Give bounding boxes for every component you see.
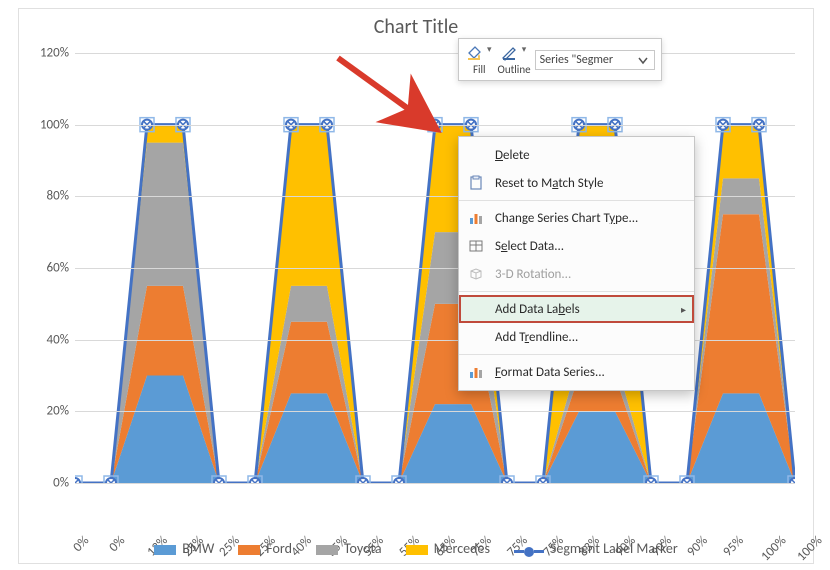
clipboard-icon — [467, 174, 485, 192]
legend-label: Segment Label Marker — [550, 540, 678, 557]
menu-label: 3-D Rotation... — [495, 267, 571, 282]
y-axis-label: 20% — [29, 404, 69, 419]
menu-item-change-chart-type[interactable]: Change Series Chart Type... — [459, 204, 694, 232]
legend[interactable]: BMW Ford Toyota Mercedes Segment Label M… — [19, 540, 813, 557]
chart-title[interactable]: Chart Title — [19, 15, 813, 39]
paint-bucket-icon — [465, 43, 483, 61]
outline-tool[interactable]: ▾ Outline — [498, 43, 531, 76]
blank-icon — [467, 300, 485, 318]
gridline — [75, 53, 795, 54]
y-axis-label: 40% — [29, 332, 69, 347]
y-axis-label: 80% — [29, 189, 69, 204]
series-selector-text: Series "Segmer — [540, 53, 613, 67]
fill-tool[interactable]: ▾ Fill — [465, 43, 494, 76]
gridline — [75, 411, 795, 412]
legend-item-mercedes[interactable]: Mercedes — [406, 540, 490, 557]
context-menu[interactable]: Delete Reset to Match Style Change Serie… — [458, 136, 695, 391]
legend-item-bmw[interactable]: BMW — [154, 540, 214, 557]
y-axis-label: 100% — [29, 117, 69, 132]
cube-icon — [467, 265, 485, 283]
legend-item-toyota[interactable]: Toyota — [316, 540, 382, 557]
menu-label: Add Data Labels — [495, 302, 580, 317]
menu-label: Add Trendline... — [495, 330, 578, 345]
bar-chart-icon — [467, 209, 485, 227]
pen-icon — [500, 43, 518, 61]
gridline — [75, 483, 795, 484]
y-axis-label: 60% — [29, 261, 69, 276]
menu-label: Format Data Series... — [495, 365, 605, 380]
blank-icon — [467, 328, 485, 346]
mini-toolbar[interactable]: ▾ Fill ▾ Outline Series "Segmer — [458, 38, 662, 81]
chevron-down-icon[interactable]: ▾ — [485, 43, 494, 61]
legend-label: Mercedes — [434, 540, 490, 557]
legend-item-ford[interactable]: Ford — [238, 540, 292, 557]
outline-label: Outline — [498, 63, 531, 76]
fill-label: Fill — [473, 63, 486, 76]
legend-item-marker-line[interactable]: Segment Label Marker — [514, 540, 678, 557]
chevron-right-icon: ▸ — [681, 303, 686, 316]
menu-label: Delete — [495, 148, 530, 163]
chevron-down-icon — [636, 53, 650, 67]
legend-label: Ford — [266, 540, 292, 557]
legend-label: BMW — [182, 540, 214, 557]
menu-label: Select Data... — [495, 239, 564, 254]
table-icon — [467, 237, 485, 255]
legend-label: Toyota — [344, 540, 382, 557]
menu-item-add-trendline[interactable]: Add Trendline... — [459, 323, 694, 351]
menu-label: Change Series Chart Type... — [495, 211, 638, 226]
series-selector[interactable]: Series "Segmer — [535, 50, 655, 70]
menu-item-add-data-labels[interactable]: Add Data Labels ▸ — [459, 295, 694, 323]
blank-icon — [467, 146, 485, 164]
menu-item-select-data[interactable]: Select Data... — [459, 232, 694, 260]
y-axis-label: 120% — [29, 46, 69, 61]
menu-item-3d-rotation: 3-D Rotation... — [459, 260, 694, 288]
menu-item-format-series[interactable]: Format Data Series... — [459, 358, 694, 386]
y-axis-label: 0% — [29, 476, 69, 491]
chevron-down-icon[interactable]: ▾ — [520, 43, 529, 61]
menu-label: Reset to Match Style — [495, 176, 603, 191]
menu-item-delete[interactable]: Delete — [459, 141, 694, 169]
bar-chart-icon — [467, 363, 485, 381]
gridline — [75, 125, 795, 126]
menu-item-reset-style[interactable]: Reset to Match Style — [459, 169, 694, 197]
